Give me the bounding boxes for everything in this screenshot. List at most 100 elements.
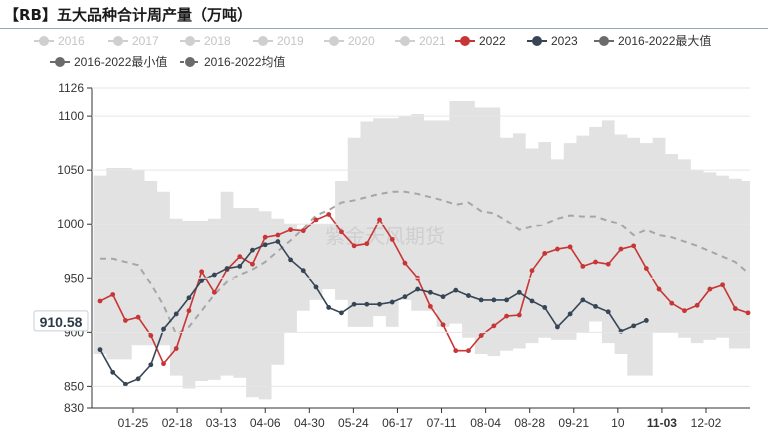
series-line-2023 <box>99 240 647 386</box>
point-2022-33 <box>516 312 522 318</box>
point-2022-28 <box>453 348 459 354</box>
legend-marker-9 <box>55 57 65 67</box>
point-2023-7 <box>186 295 192 301</box>
x-tick-label-12: 11-03 <box>647 416 677 430</box>
legend-label-10: 2016-2022均值 <box>204 54 285 69</box>
point-2022-18 <box>326 212 332 217</box>
point-2022-9 <box>211 289 217 295</box>
legend-label-3: 2019 <box>277 34 304 48</box>
y-tick-label-1126: 1126 <box>58 81 84 95</box>
x-tick-label-0: 01-25 <box>118 416 149 430</box>
point-2022-39 <box>593 259 598 265</box>
x-tick-label-5: 05-24 <box>338 416 369 430</box>
point-2022-50 <box>732 306 738 311</box>
legend-marker-0 <box>39 36 49 46</box>
point-2023-14 <box>275 239 281 244</box>
point-2022-11 <box>237 254 243 260</box>
point-2023-9 <box>211 272 217 278</box>
point-2023-30 <box>478 297 484 303</box>
point-2023-13 <box>262 242 268 248</box>
point-2022-4 <box>148 333 154 338</box>
legend-label-2: 2018 <box>204 34 231 48</box>
point-2023-20 <box>351 301 357 307</box>
point-2022-22 <box>377 217 382 223</box>
point-2023-34 <box>529 298 535 304</box>
x-tick-label-3: 04-06 <box>250 416 281 430</box>
point-2022-5 <box>161 361 166 367</box>
legend-marker-3 <box>258 36 268 46</box>
x-tick-label-10: 09-21 <box>558 416 589 430</box>
chart-title: 【RB】五大品种合计周产量（万吨） <box>4 6 252 24</box>
point-2022-12 <box>250 261 255 267</box>
point-2022-37 <box>567 244 573 250</box>
x-tick-label-7: 07-11 <box>427 416 457 430</box>
point-2022-38 <box>580 263 586 269</box>
point-2023-23 <box>389 299 395 305</box>
point-2022-14 <box>275 232 281 238</box>
point-2023-41 <box>618 328 624 334</box>
point-2022-16 <box>300 228 306 234</box>
legend-marker-2 <box>185 36 195 46</box>
y-tick-label-1050: 1050 <box>57 163 84 177</box>
point-2023-21 <box>364 301 370 307</box>
x-tick-label-13: 12-02 <box>691 416 722 430</box>
point-2022-41 <box>618 246 624 252</box>
point-2023-17 <box>313 284 319 290</box>
title-divider <box>0 28 768 29</box>
point-2023-0 <box>97 347 103 353</box>
point-2023-15 <box>288 257 293 263</box>
point-2023-29 <box>466 293 471 298</box>
series-line-2022 <box>99 213 749 366</box>
point-2022-27 <box>440 322 446 328</box>
chart-legend: 2016 2017 2018 2019 2020 2021 2022 2023 2016-202… <box>34 33 711 69</box>
point-2022-42 <box>631 243 637 249</box>
point-2022-44 <box>656 286 662 292</box>
y-tick-label-950: 950 <box>64 271 84 285</box>
point-2023-27 <box>440 294 446 300</box>
legend-label-7: 2023 <box>551 34 578 48</box>
point-2023-24 <box>402 294 408 300</box>
legend-marker-7 <box>532 36 542 46</box>
point-2022-26 <box>427 303 433 309</box>
point-2023-5 <box>161 326 166 332</box>
current-value-box <box>33 310 89 332</box>
point-2022-32 <box>504 313 509 319</box>
point-2023-25 <box>415 286 421 292</box>
point-2022-43 <box>643 266 649 271</box>
point-2023-4 <box>148 362 154 368</box>
point-2023-3 <box>135 376 141 382</box>
point-2023-2 <box>123 381 128 387</box>
point-2022-3 <box>135 314 141 320</box>
x-tick-label-2: 03-13 <box>206 416 237 430</box>
y-tick-label-830: 830 <box>64 401 84 415</box>
legend-label-1: 2017 <box>132 34 159 48</box>
point-2022-35 <box>542 251 548 256</box>
point-2023-36 <box>555 324 560 330</box>
max-min-band <box>93 100 751 400</box>
point-2023-1 <box>110 369 116 375</box>
legend-marker-10 <box>185 57 195 67</box>
plot-area: 紫金天风期货 <box>93 100 751 400</box>
point-2022-45 <box>669 300 675 306</box>
point-2023-16 <box>300 268 306 274</box>
point-2023-18 <box>326 305 332 310</box>
point-2022-34 <box>529 268 535 274</box>
x-tick-label-9: 08-28 <box>514 416 545 430</box>
legend-marker-6 <box>460 36 470 46</box>
point-2022-0 <box>97 298 103 304</box>
point-2022-24 <box>402 260 408 266</box>
point-2023-10 <box>224 266 230 271</box>
point-2023-22 <box>377 301 382 307</box>
x-tick-label-1: 02-18 <box>162 416 193 430</box>
point-2022-1 <box>110 292 116 297</box>
point-2022-21 <box>364 241 370 247</box>
point-2023-33 <box>516 289 522 295</box>
y-tick-label-850: 850 <box>64 379 84 393</box>
point-2022-36 <box>555 246 560 252</box>
legend-label-5: 2021 <box>419 34 446 48</box>
point-2023-28 <box>453 287 459 293</box>
legend-label-0: 2016 <box>58 34 85 48</box>
legend-label-9: 2016-2022最小值 <box>74 54 167 69</box>
